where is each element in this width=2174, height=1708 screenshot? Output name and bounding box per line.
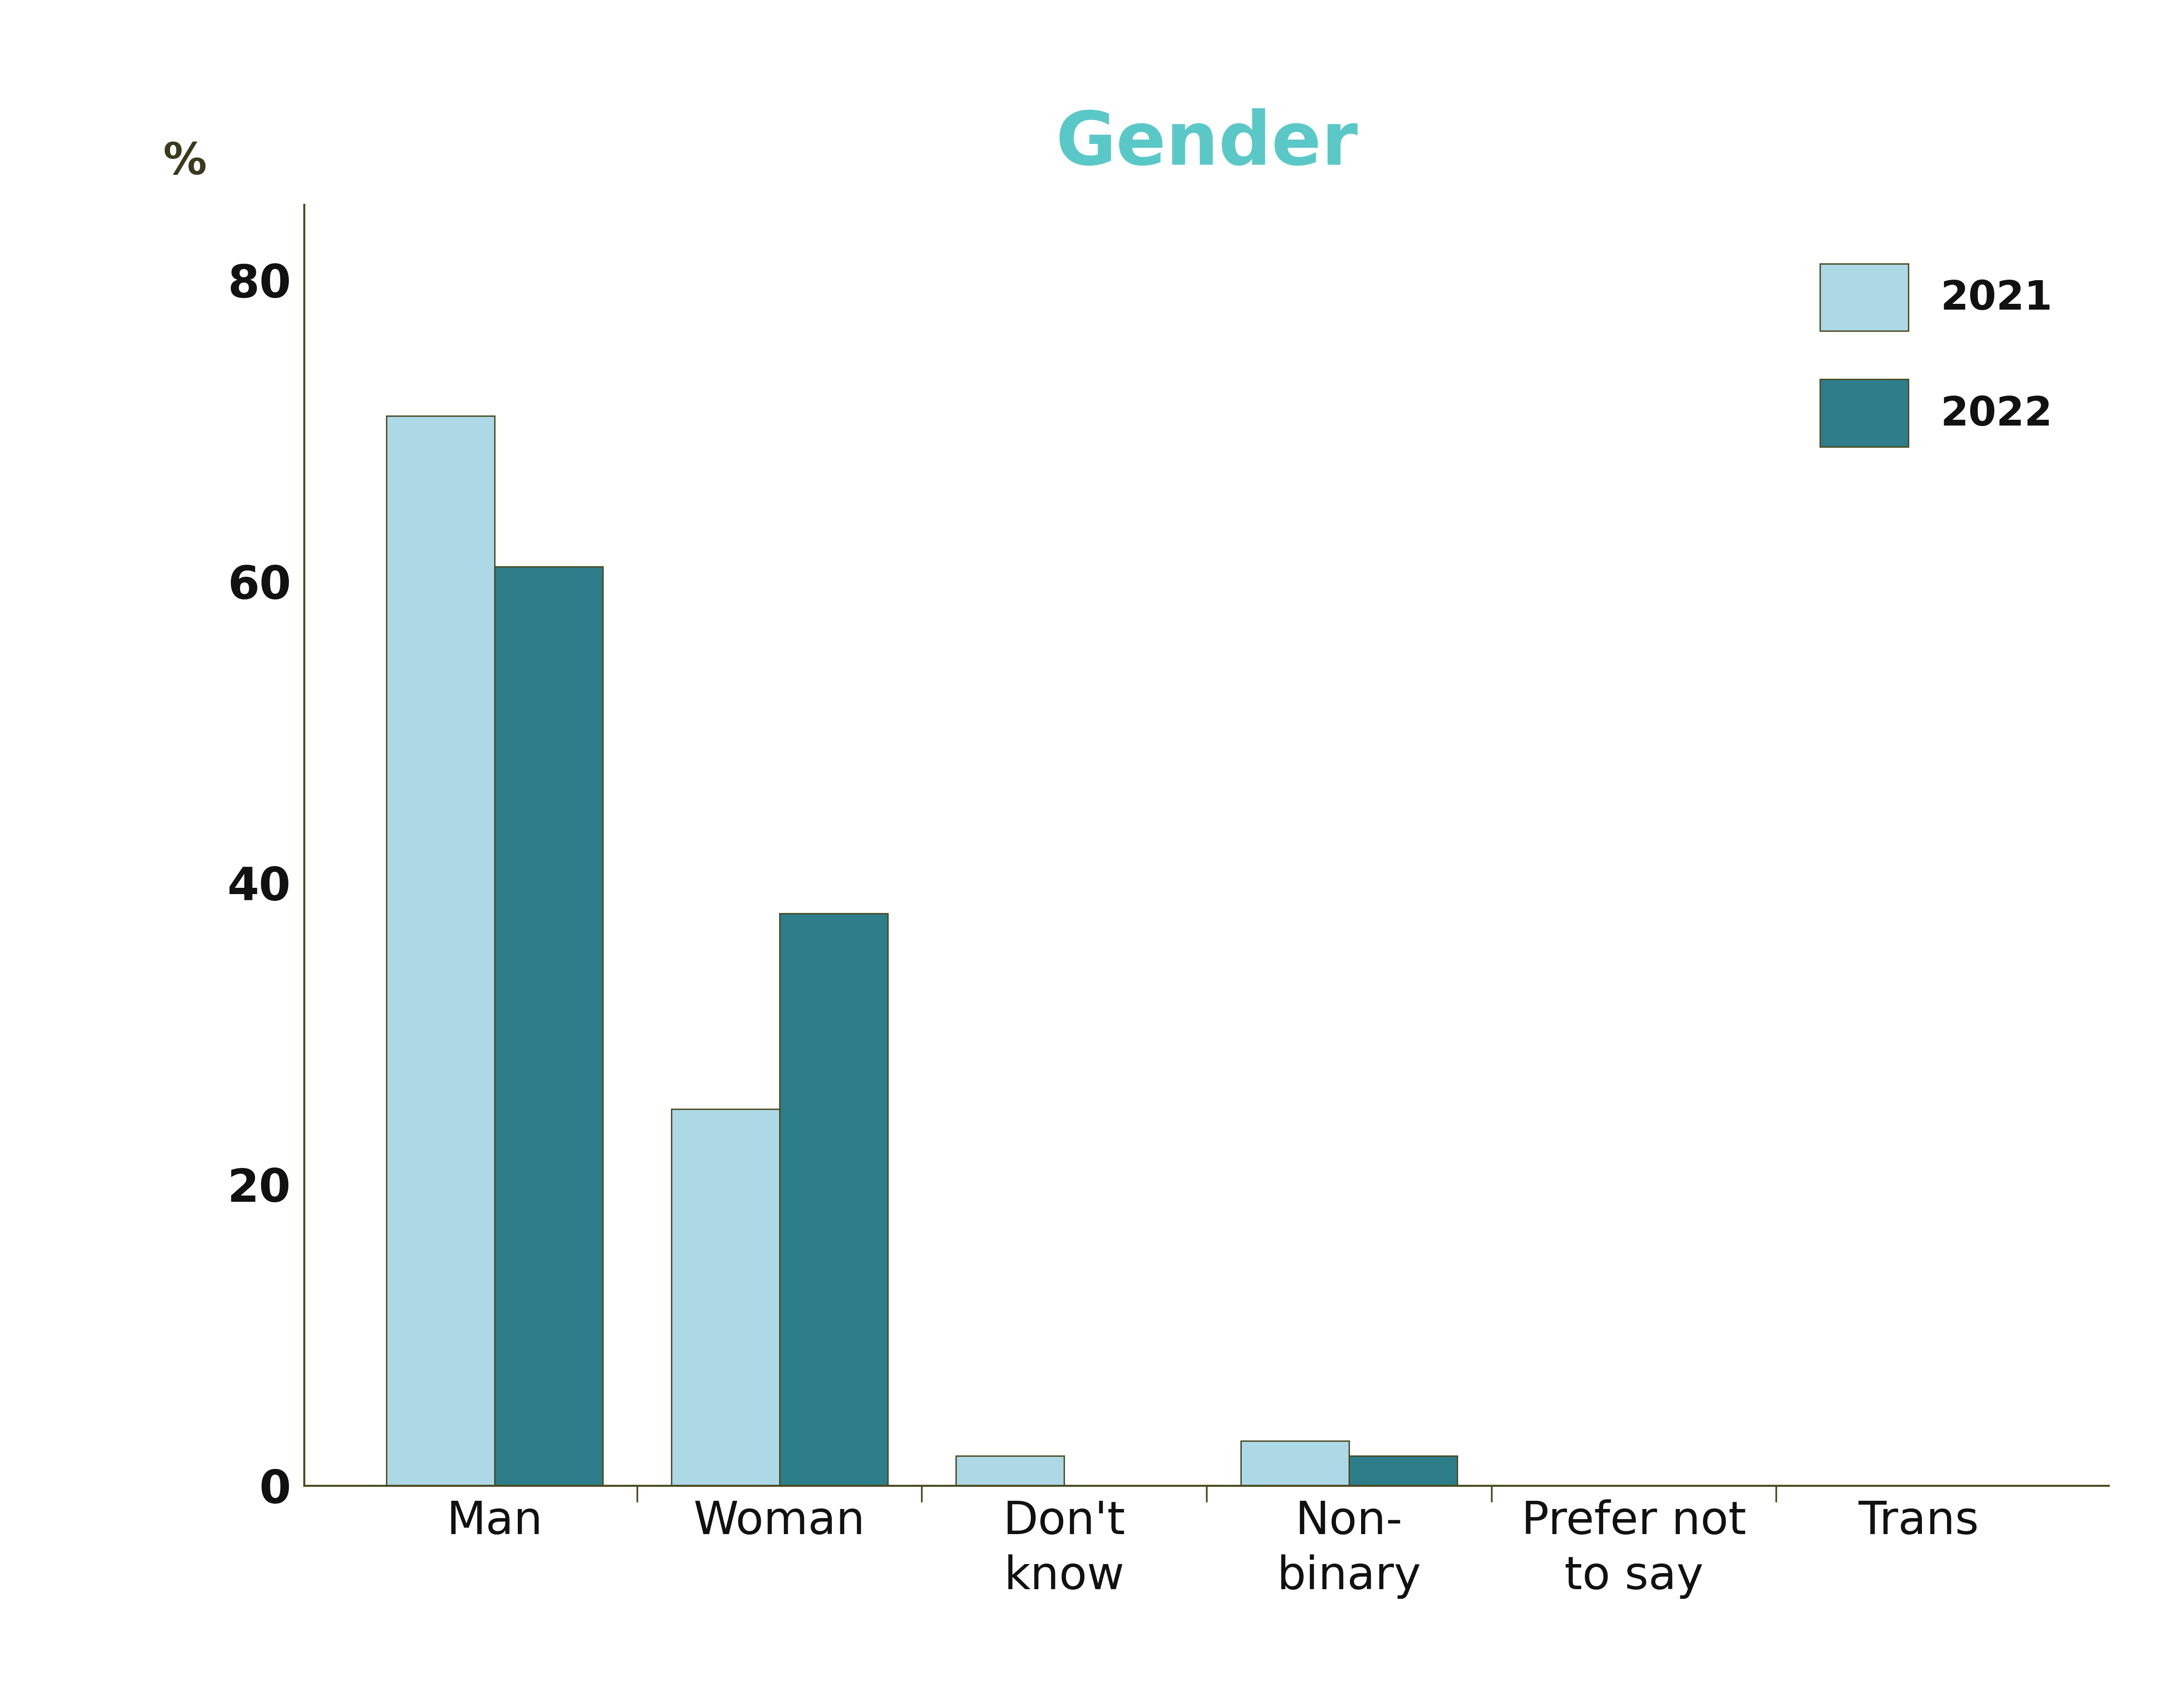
Bar	[957, 1455, 1065, 1486]
Bar	[387, 417, 496, 1486]
Text: %: %	[163, 142, 207, 183]
Bar	[780, 914, 887, 1486]
Legend: 2021, 2022: 2021, 2022	[1820, 263, 2052, 447]
Bar	[496, 567, 602, 1486]
Title: Gender: Gender	[1054, 108, 1359, 179]
Bar	[672, 1108, 780, 1486]
Bar	[1241, 1442, 1348, 1486]
Bar	[1348, 1455, 1457, 1486]
